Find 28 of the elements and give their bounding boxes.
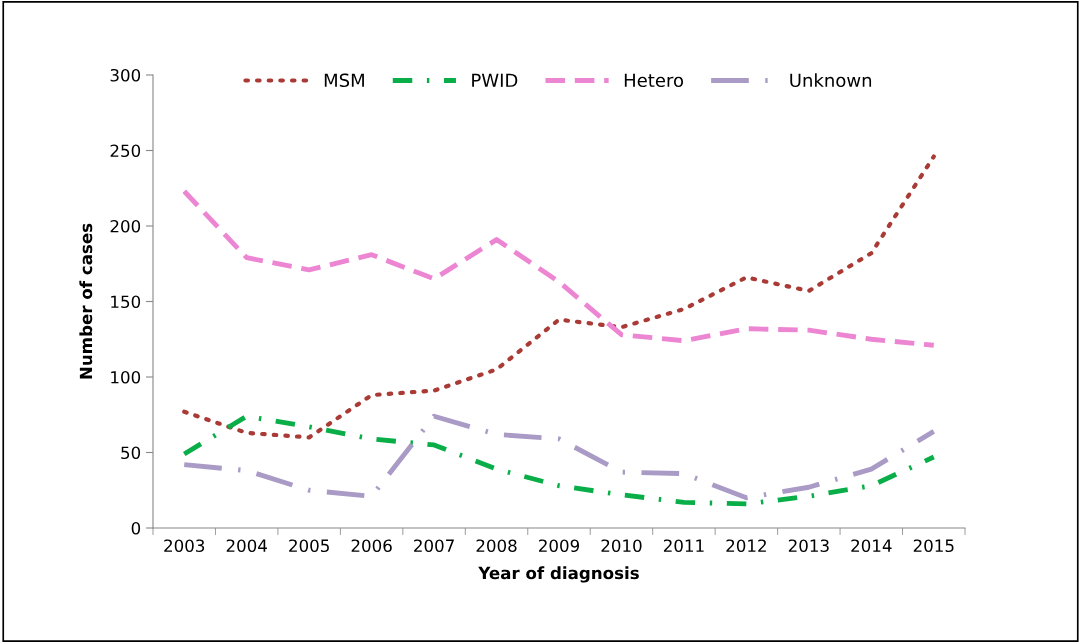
x-tick-label: 2006 xyxy=(351,539,392,553)
y-tick-label: 250 xyxy=(110,144,141,158)
x-tick-label: 2013 xyxy=(788,539,829,553)
x-axis-title: Year of diagnosis xyxy=(478,566,639,583)
x-tick-label: 2014 xyxy=(851,539,892,553)
legend-label: MSM xyxy=(324,73,364,88)
y-axis-title: Number of cases xyxy=(79,223,93,379)
x-tick-label: 2007 xyxy=(414,539,454,553)
x-tick-label: 2008 xyxy=(476,539,517,553)
x-tick-label: 2010 xyxy=(601,539,642,553)
legend-label: Unknown xyxy=(790,73,872,88)
y-tick-label: 200 xyxy=(110,219,141,233)
y-tick-label: 150 xyxy=(111,295,141,309)
line-series xyxy=(181,188,937,348)
y-tick-label: 0 xyxy=(131,521,141,535)
x-tick-label: 2015 xyxy=(913,539,954,553)
x-tick-label: 2011 xyxy=(663,539,704,553)
x-tick-label: 2004 xyxy=(226,539,267,553)
x-tick-label: 2012 xyxy=(726,539,766,553)
y-tick-label: 100 xyxy=(111,370,141,384)
x-tick-label: 2005 xyxy=(289,539,329,553)
legend-label: PWID xyxy=(472,73,518,87)
y-tick-label: 50 xyxy=(121,446,141,460)
x-tick-label: 2009 xyxy=(539,539,580,553)
line-series xyxy=(182,154,936,440)
legend-label: Hetero xyxy=(624,73,684,88)
x-tick-label: 2003 xyxy=(164,539,205,553)
y-tick-label: 300 xyxy=(110,68,141,82)
